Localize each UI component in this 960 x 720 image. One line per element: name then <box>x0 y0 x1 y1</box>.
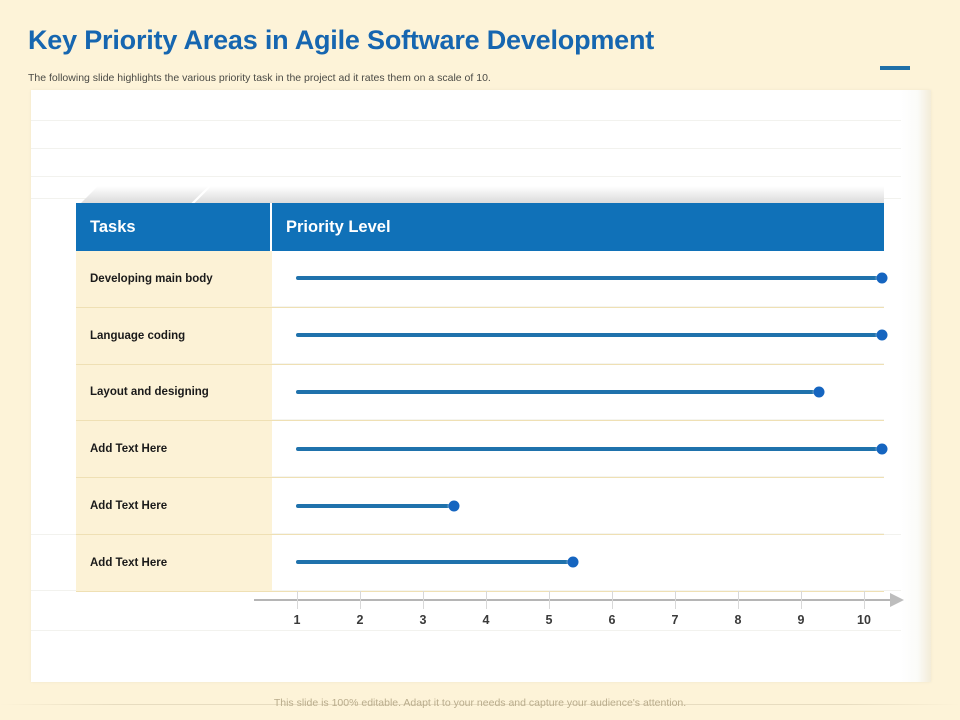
priority-axis: 1 2 3 4 5 6 7 8 9 10 <box>254 591 914 641</box>
priority-bar-cell <box>272 534 884 591</box>
table-row: Add Text Here <box>76 478 884 535</box>
axis-tick <box>738 591 739 609</box>
axis-line <box>254 599 894 601</box>
axis-tick <box>675 591 676 609</box>
task-name-cell: Developing main body <box>76 251 272 307</box>
page-subtitle: The following slide highlights the vario… <box>28 72 491 84</box>
priority-bar-cell <box>272 307 888 364</box>
axis-tick-label: 8 <box>734 613 742 627</box>
priority-value-marker <box>876 443 888 455</box>
axis-tick-label: 5 <box>545 613 553 627</box>
table-row: Add Text Here <box>76 421 888 479</box>
task-name-cell: Add Text Here <box>76 421 272 478</box>
gridline <box>31 630 931 631</box>
table-row: Add Text Here <box>76 534 884 592</box>
column-header-priority-level: Priority Level <box>272 203 884 251</box>
priority-value-marker <box>876 272 888 284</box>
table-3d-plate-seam <box>188 186 210 208</box>
priority-bar-cell <box>272 251 888 307</box>
table-row: Language coding <box>76 307 888 365</box>
column-header-tasks: Tasks <box>76 203 272 251</box>
table-header-row: Tasks Priority Level <box>76 203 884 251</box>
task-name-cell: Add Text Here <box>76 534 272 591</box>
priority-bar-line <box>296 333 882 338</box>
axis-tick-label: 9 <box>797 613 805 627</box>
priority-bar-cell <box>272 478 884 534</box>
axis-arrow-icon <box>890 593 904 607</box>
axis-tick <box>486 591 487 609</box>
priority-bar-line <box>296 276 882 281</box>
table-row: Layout and designing <box>76 364 884 422</box>
table-row: Developing main body <box>76 251 888 308</box>
task-name-cell: Layout and designing <box>76 364 272 421</box>
priority-table: Tasks Priority Level Developing main bod… <box>76 203 888 592</box>
priority-bar-cell <box>272 421 888 478</box>
axis-tick <box>423 591 424 609</box>
priority-bar-line <box>296 389 819 394</box>
axis-tick <box>801 591 802 609</box>
axis-tick <box>297 591 298 609</box>
gridline <box>31 120 931 121</box>
axis-tick-label: 7 <box>671 613 679 627</box>
priority-bar-cell <box>272 364 884 421</box>
gridline <box>31 148 931 149</box>
axis-tick <box>360 591 361 609</box>
axis-tick <box>612 591 613 609</box>
axis-tick-label: 2 <box>356 613 364 627</box>
axis-tick-label: 4 <box>482 613 490 627</box>
priority-bar-line <box>296 560 574 565</box>
task-name-cell: Add Text Here <box>76 478 272 534</box>
priority-value-marker <box>448 500 460 512</box>
gridline <box>31 176 931 177</box>
footer-note: This slide is 100% editable. Adapt it to… <box>273 697 687 709</box>
priority-bar-line <box>296 446 882 451</box>
panel-right-shade <box>901 90 931 682</box>
table-body: Developing main body Language coding Layou… <box>76 251 888 592</box>
table-3d-top-plate <box>76 186 884 208</box>
priority-value-marker <box>567 556 579 568</box>
footer-divider <box>0 704 960 705</box>
priority-value-marker <box>813 386 825 398</box>
axis-tick-label: 1 <box>293 613 301 627</box>
axis-tick-label: 10 <box>857 613 871 627</box>
header-accent-dash <box>880 66 910 70</box>
axis-tick <box>864 591 865 609</box>
page-title: Key Priority Areas in Agile Software Dev… <box>28 25 655 55</box>
priority-bar-line <box>296 503 454 508</box>
priority-value-marker <box>876 329 888 341</box>
task-name-cell: Language coding <box>76 307 272 364</box>
axis-tick-label: 3 <box>419 613 427 627</box>
axis-tick-label: 6 <box>608 613 616 627</box>
axis-tick <box>549 591 550 609</box>
